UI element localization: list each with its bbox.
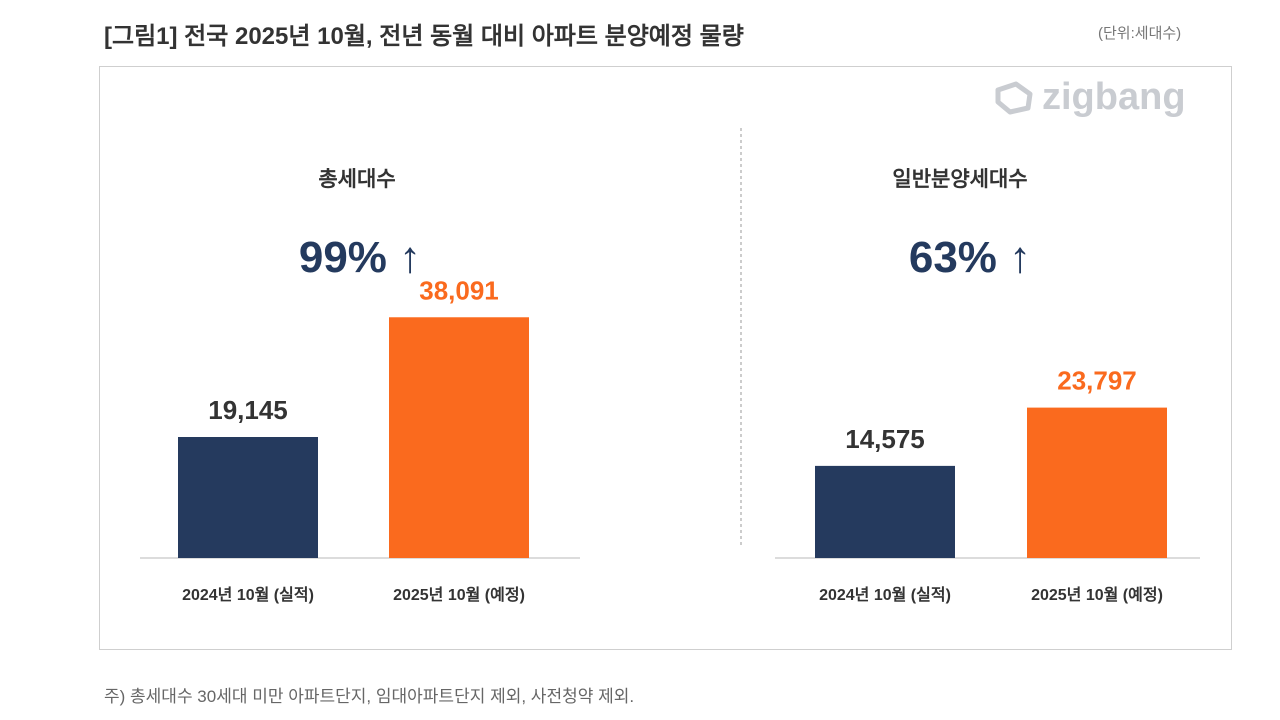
value-label: 23,797	[1057, 366, 1137, 396]
panel-title: 일반분양세대수	[892, 168, 1027, 191]
value-label: 14,575	[845, 424, 925, 454]
unit-label: (단위:세대수)	[1098, 25, 1182, 42]
bar	[178, 437, 318, 558]
category-label: 2024년 10월 (실적)	[819, 585, 951, 604]
zigbang-logo-icon	[995, 81, 1033, 114]
bar	[815, 465, 955, 558]
panel-title: 총세대수	[318, 168, 395, 191]
change-percent: 99% ↑	[299, 233, 421, 282]
value-label: 38,091	[419, 275, 499, 305]
category-label: 2025년 10월 (예정)	[1031, 585, 1163, 604]
category-label: 2024년 10월 (실적)	[182, 585, 314, 604]
bar	[1027, 407, 1167, 558]
chart-frame	[99, 66, 1232, 650]
zigbang-logo: zigbang	[992, 76, 1186, 119]
change-percent: 63% ↑	[909, 233, 1031, 282]
figure-title: [그림1] 전국 2025년 10월, 전년 동월 대비 아파트 분양예정 물량	[104, 23, 744, 50]
logo-text: zigbang	[1042, 76, 1186, 118]
value-label: 19,145	[208, 395, 288, 425]
footnote: 주) 총세대수 30세대 미만 아파트단지, 임대아파트단지 제외, 사전청약 …	[104, 687, 635, 706]
category-label: 2025년 10월 (예정)	[393, 585, 525, 604]
bar	[389, 317, 529, 558]
